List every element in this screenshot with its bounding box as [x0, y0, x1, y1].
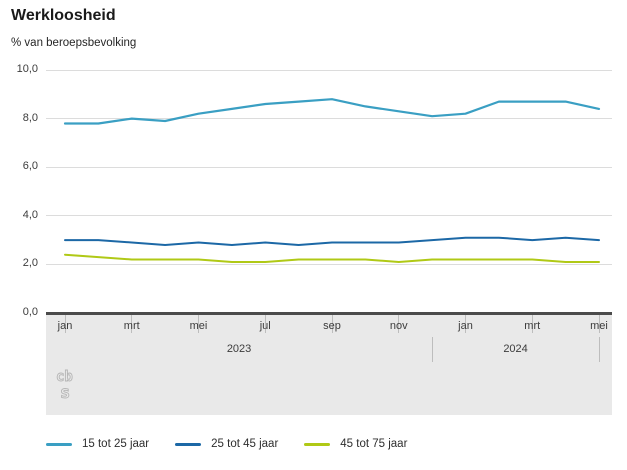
series-line-25-tot-45-jaar[interactable]	[64, 236, 600, 246]
x-tick-label: jul	[259, 320, 271, 332]
y-tick-label: 4,0	[22, 208, 38, 221]
gridline	[46, 118, 612, 120]
gridline	[46, 166, 612, 168]
x-tick	[198, 315, 199, 333]
legend-swatch-15-25-icon	[46, 442, 72, 446]
x-tick-label: mei	[590, 320, 608, 332]
year-separator	[431, 337, 433, 362]
year-separator	[598, 337, 600, 362]
chart-subtitle: % van beroepsbevolking	[11, 37, 137, 49]
x-tick	[531, 315, 533, 333]
x-tick-label: nov	[389, 320, 408, 332]
x-axis-line	[46, 311, 612, 315]
legend-swatch-25-45-icon	[175, 442, 202, 446]
y-tick-label: 0,0	[22, 306, 38, 318]
x-tick	[264, 315, 266, 333]
gridline	[46, 215, 612, 217]
legend-item-45-75[interactable]: 45 tot 75 jaar	[304, 438, 407, 450]
legend-label-15-25: 15 tot 25 jaar	[82, 438, 150, 450]
svg-text:cb: cb	[56, 369, 73, 385]
year-label: 2023	[226, 343, 252, 355]
chart-legend: 15 tot 25 jaar 25 tot 45 jaar 45 tot 75 …	[46, 438, 433, 450]
x-axis-band	[46, 315, 612, 415]
x-tick-label: mrt	[524, 320, 541, 332]
x-tick-label: jan	[57, 320, 73, 332]
x-tick	[598, 315, 600, 333]
gridline	[46, 263, 612, 265]
y-tick-label: 10,0	[16, 63, 38, 75]
x-tick-label: mrt	[123, 320, 140, 332]
x-tick	[331, 315, 333, 333]
series-line-45-tot-75-jaar[interactable]	[64, 253, 600, 263]
x-tick	[64, 315, 66, 333]
x-tick	[131, 315, 133, 333]
legend-item-15-25[interactable]: 15 tot 25 jaar	[46, 438, 149, 450]
legend-swatch-45-75-icon	[304, 442, 331, 446]
x-tick-label: jan	[458, 320, 473, 332]
x-tick	[465, 315, 466, 333]
page-title: Werkloosheid	[11, 7, 116, 24]
legend-label-25-45: 25 tot 45 jaar	[211, 438, 279, 450]
series-line-15-tot-25-jaar[interactable]	[63, 98, 601, 125]
gridline	[46, 69, 612, 71]
y-tick-label: 2,0	[22, 257, 38, 270]
year-label: 2024	[503, 343, 528, 355]
svg-text:s: s	[60, 383, 70, 403]
y-tick-label: 6,0	[22, 160, 38, 173]
x-tick-label: sep	[323, 320, 341, 332]
legend-item-25-45[interactable]: 25 tot 45 jaar	[175, 438, 278, 450]
y-tick-label: 8,0	[22, 111, 38, 124]
legend-label-45-75: 45 tot 75 jaar	[340, 438, 408, 450]
cbs-logo: cb s	[56, 369, 74, 404]
x-tick	[398, 315, 400, 333]
x-tick-label: mei	[189, 320, 208, 332]
